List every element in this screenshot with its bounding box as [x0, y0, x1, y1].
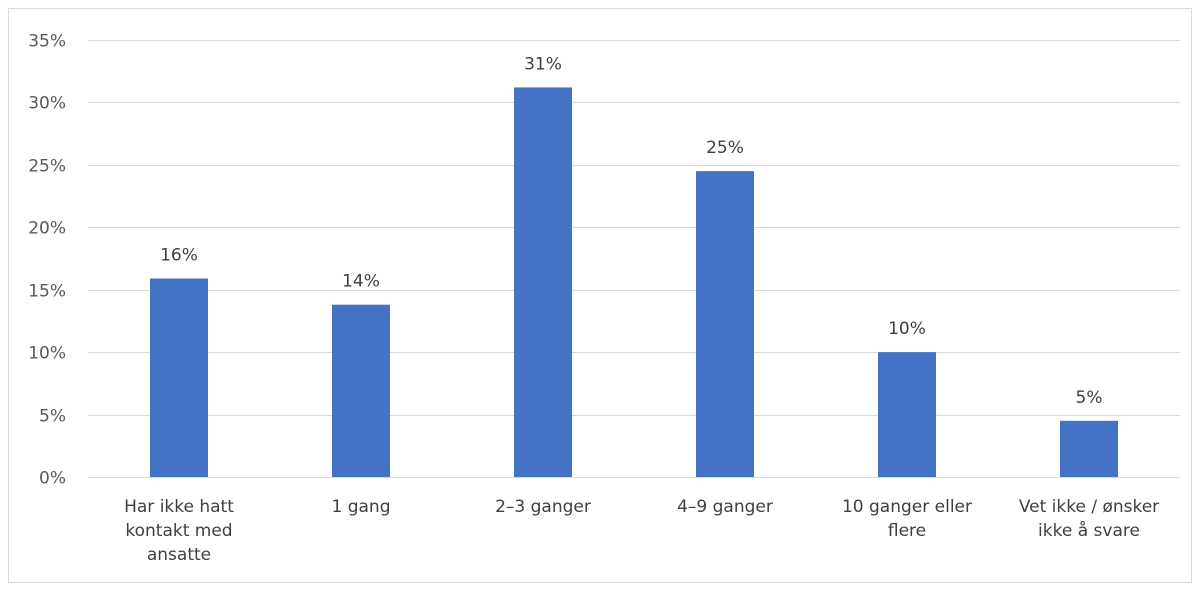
- x-tick-label: Vet ikke / ønsker: [1019, 497, 1159, 517]
- bar: [1060, 420, 1118, 477]
- bar: [878, 352, 936, 477]
- bar: [332, 304, 390, 477]
- x-tick-label: Har ikke hatt: [124, 497, 234, 517]
- y-tick-label: 10%: [28, 344, 66, 364]
- x-axis: Har ikke hatt kontakt med ansatte 1 gang 2–3…: [124, 497, 1159, 565]
- y-tick-label: 30%: [28, 94, 66, 114]
- data-labels: 16% 14% 31% 25% 10% 5%: [160, 54, 1102, 407]
- y-tick-label: 20%: [28, 219, 66, 239]
- y-tick-label: 25%: [28, 157, 66, 177]
- bar: [150, 278, 208, 477]
- data-label: 10%: [888, 319, 926, 339]
- x-tick-label: 1 gang: [332, 497, 391, 517]
- data-label: 14%: [342, 272, 380, 292]
- gridlines: [88, 40, 1180, 478]
- y-tick-label: 5%: [39, 407, 66, 427]
- data-label: 25%: [706, 138, 744, 158]
- data-label: 31%: [524, 54, 562, 74]
- bar: [696, 171, 754, 477]
- x-tick-label: ansatte: [147, 545, 211, 565]
- data-label: 5%: [1076, 388, 1103, 408]
- y-tick-label: 15%: [28, 282, 66, 302]
- x-tick-label: ikke å svare: [1038, 520, 1140, 541]
- x-tick-label: 4–9 ganger: [677, 497, 773, 517]
- y-tick-label: 35%: [28, 32, 66, 52]
- x-tick-label: kontakt med: [125, 521, 232, 541]
- data-label: 16%: [160, 245, 198, 265]
- bars: [150, 87, 1118, 478]
- x-tick-label: 10 ganger eller: [842, 497, 972, 517]
- x-tick-label: flere: [888, 521, 926, 541]
- y-tick-label: 0%: [39, 469, 66, 489]
- x-tick-label: 2–3 ganger: [495, 497, 591, 517]
- bar: [514, 87, 572, 478]
- y-axis: 0% 5% 10% 15% 20% 25% 30% 35%: [28, 32, 66, 489]
